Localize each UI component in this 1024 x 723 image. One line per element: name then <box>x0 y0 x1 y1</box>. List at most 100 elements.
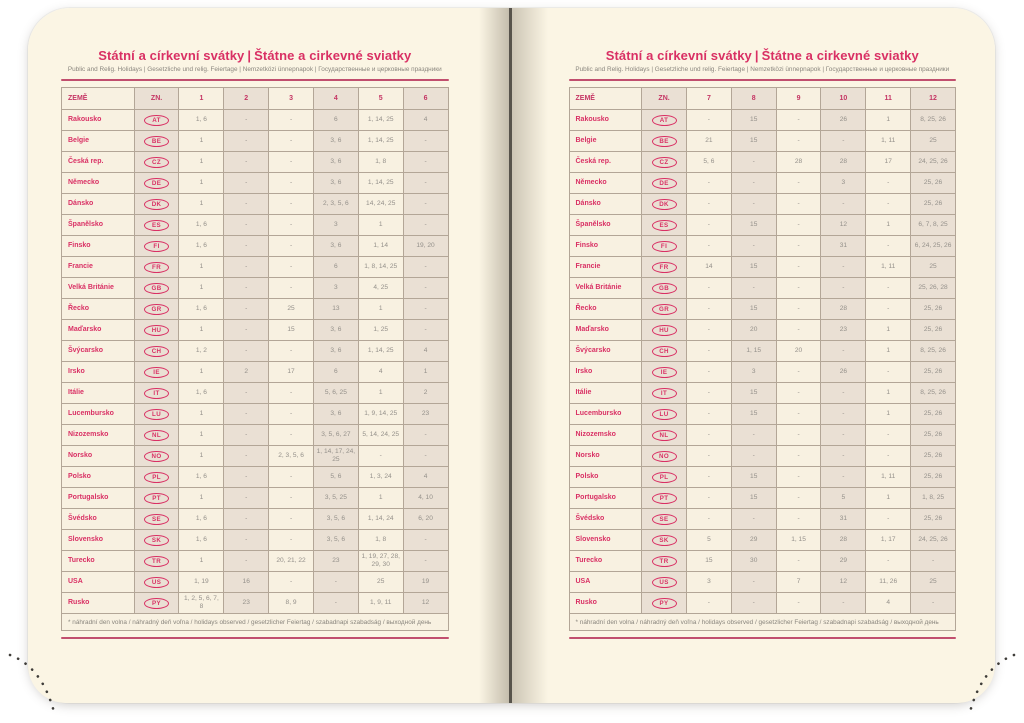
month-cell: 28 <box>820 298 867 320</box>
month-cell: 3 <box>820 172 867 194</box>
table-row: Polsko PL -15- -1, 11 25, 26 <box>568 466 956 488</box>
code-cell: PT <box>133 487 180 509</box>
month-cell: 1, 14, 25 <box>357 109 404 131</box>
month-cell: 4 <box>357 361 404 383</box>
month-cell: - <box>730 592 777 614</box>
month-cell: 1 <box>178 361 225 383</box>
month-cell: 3, 6 <box>312 151 359 173</box>
table-row: Rakousko AT 1, 6- -6 1, 14, 25 4 <box>61 109 449 131</box>
country-code-badge: CZ <box>144 156 170 168</box>
month-cell: 14 <box>685 256 732 278</box>
country-code-badge: US <box>651 576 677 588</box>
month-cell: - <box>685 361 732 383</box>
title-divider: | <box>754 48 759 63</box>
table-row: Slovensko SK 5 29 1, 15 28 1, 17 24, 25, 26 <box>568 529 956 551</box>
month-cell: - <box>223 508 270 530</box>
country-name: Itálie <box>61 382 135 404</box>
month-cell: - <box>730 193 777 215</box>
month-cell: 1 <box>178 256 225 278</box>
month-cell: 15 <box>730 466 777 488</box>
country-name: Švýcarsko <box>568 340 643 362</box>
month-cell: - <box>402 319 449 341</box>
country-code-badge: CH <box>651 345 677 357</box>
month-cell: 4 <box>402 466 449 488</box>
table-row: Norsko NO - - - - -25, 26 <box>568 445 956 467</box>
month-cell: - <box>268 403 314 425</box>
month-cell: 25, 26, 28 <box>910 277 956 299</box>
country-code-badge: SE <box>144 513 170 525</box>
country-name: Maďarsko <box>61 319 135 341</box>
month-cell: 15 <box>685 550 732 572</box>
month-cell: 1, 6 <box>178 298 225 320</box>
month-cell: - <box>268 424 314 446</box>
month-cell: - <box>820 424 867 446</box>
month-cell: - <box>685 403 732 425</box>
country-code-badge: AT <box>651 114 677 126</box>
month-cell: - <box>223 193 270 215</box>
month-cell: - <box>268 508 314 530</box>
month-cell: - <box>775 445 822 467</box>
month-cell: 1 <box>357 382 404 404</box>
country-name: Nizozemsko <box>568 424 643 446</box>
country-name: Švédsko <box>61 508 135 530</box>
month-cell: 24, 25, 26 <box>910 529 956 551</box>
table-row: Rakousko AT -15-26 1 8, 25, 26 <box>568 109 956 131</box>
code-cell: LU <box>133 403 180 425</box>
country-code-badge: GB <box>144 282 170 294</box>
month-cell: - <box>820 277 867 299</box>
code-cell: PY <box>641 592 687 614</box>
month-cell: 1, 8 <box>357 529 404 551</box>
month-cell: 8, 25, 26 <box>910 109 956 131</box>
code-cell: CZ <box>641 151 687 173</box>
month-cell: 6 <box>312 361 359 383</box>
country-code-badge: US <box>144 576 170 588</box>
title-divider: | <box>247 48 252 63</box>
table-row: Švédsko SE 1, 6- -3, 5, 6 1, 14, 24 6, 20 <box>61 508 449 530</box>
month-cell: - <box>820 382 867 404</box>
month-cell: 1 <box>178 277 225 299</box>
month-cell: - <box>820 445 867 467</box>
month-cell: 1, 6 <box>178 508 225 530</box>
month-cell: - <box>312 592 359 614</box>
month-cell: 4, 25 <box>357 277 404 299</box>
code-cell: GR <box>133 298 180 320</box>
diary-spread: Státní a církevní svátky | Štátne a cirkev… <box>28 8 995 703</box>
country-code-badge: IE <box>651 366 677 378</box>
table-row: Německo DE - - -3-25, 26 <box>568 172 956 194</box>
month-cell: - <box>402 151 449 173</box>
month-cell: 26 <box>820 109 867 131</box>
month-cell: - <box>775 319 822 341</box>
code-cell: SK <box>133 529 180 551</box>
month-cell: - <box>820 193 867 215</box>
code-cell: DK <box>641 193 687 215</box>
month-cell: - <box>223 550 270 572</box>
month-cell: 3, 6 <box>312 235 359 257</box>
month-cell: 23 <box>820 319 867 341</box>
country-name: Irsko <box>61 361 135 383</box>
month-cell: - <box>223 319 270 341</box>
column-header: 10 <box>820 87 867 110</box>
country-name: Norsko <box>61 445 135 467</box>
month-cell: 1, 6 <box>178 529 225 551</box>
country-name: Německo <box>568 172 643 194</box>
country-code-badge: ES <box>651 219 677 231</box>
country-name: USA <box>568 571 643 593</box>
month-cell: 1 <box>865 340 912 362</box>
code-cell: PL <box>641 466 687 488</box>
country-name: Řecko <box>568 298 643 320</box>
code-cell: BE <box>133 130 180 152</box>
month-cell: 1, 6 <box>178 382 225 404</box>
month-cell: - <box>685 487 732 509</box>
top-rule <box>568 79 956 81</box>
month-cell: - <box>775 130 822 152</box>
month-cell: 16 <box>223 571 270 593</box>
month-cell: 1, 11 <box>865 466 912 488</box>
month-cell: - <box>775 193 822 215</box>
footnote: * náhradní den volna / náhradný deň voľn… <box>61 614 449 631</box>
month-cell: - <box>223 298 270 320</box>
column-header: 4 <box>312 87 359 110</box>
month-cell: - <box>820 340 867 362</box>
code-cell: PY <box>133 592 180 614</box>
month-cell: 5, 14, 24, 25 <box>357 424 404 446</box>
month-cell: 1, 15 <box>730 340 777 362</box>
